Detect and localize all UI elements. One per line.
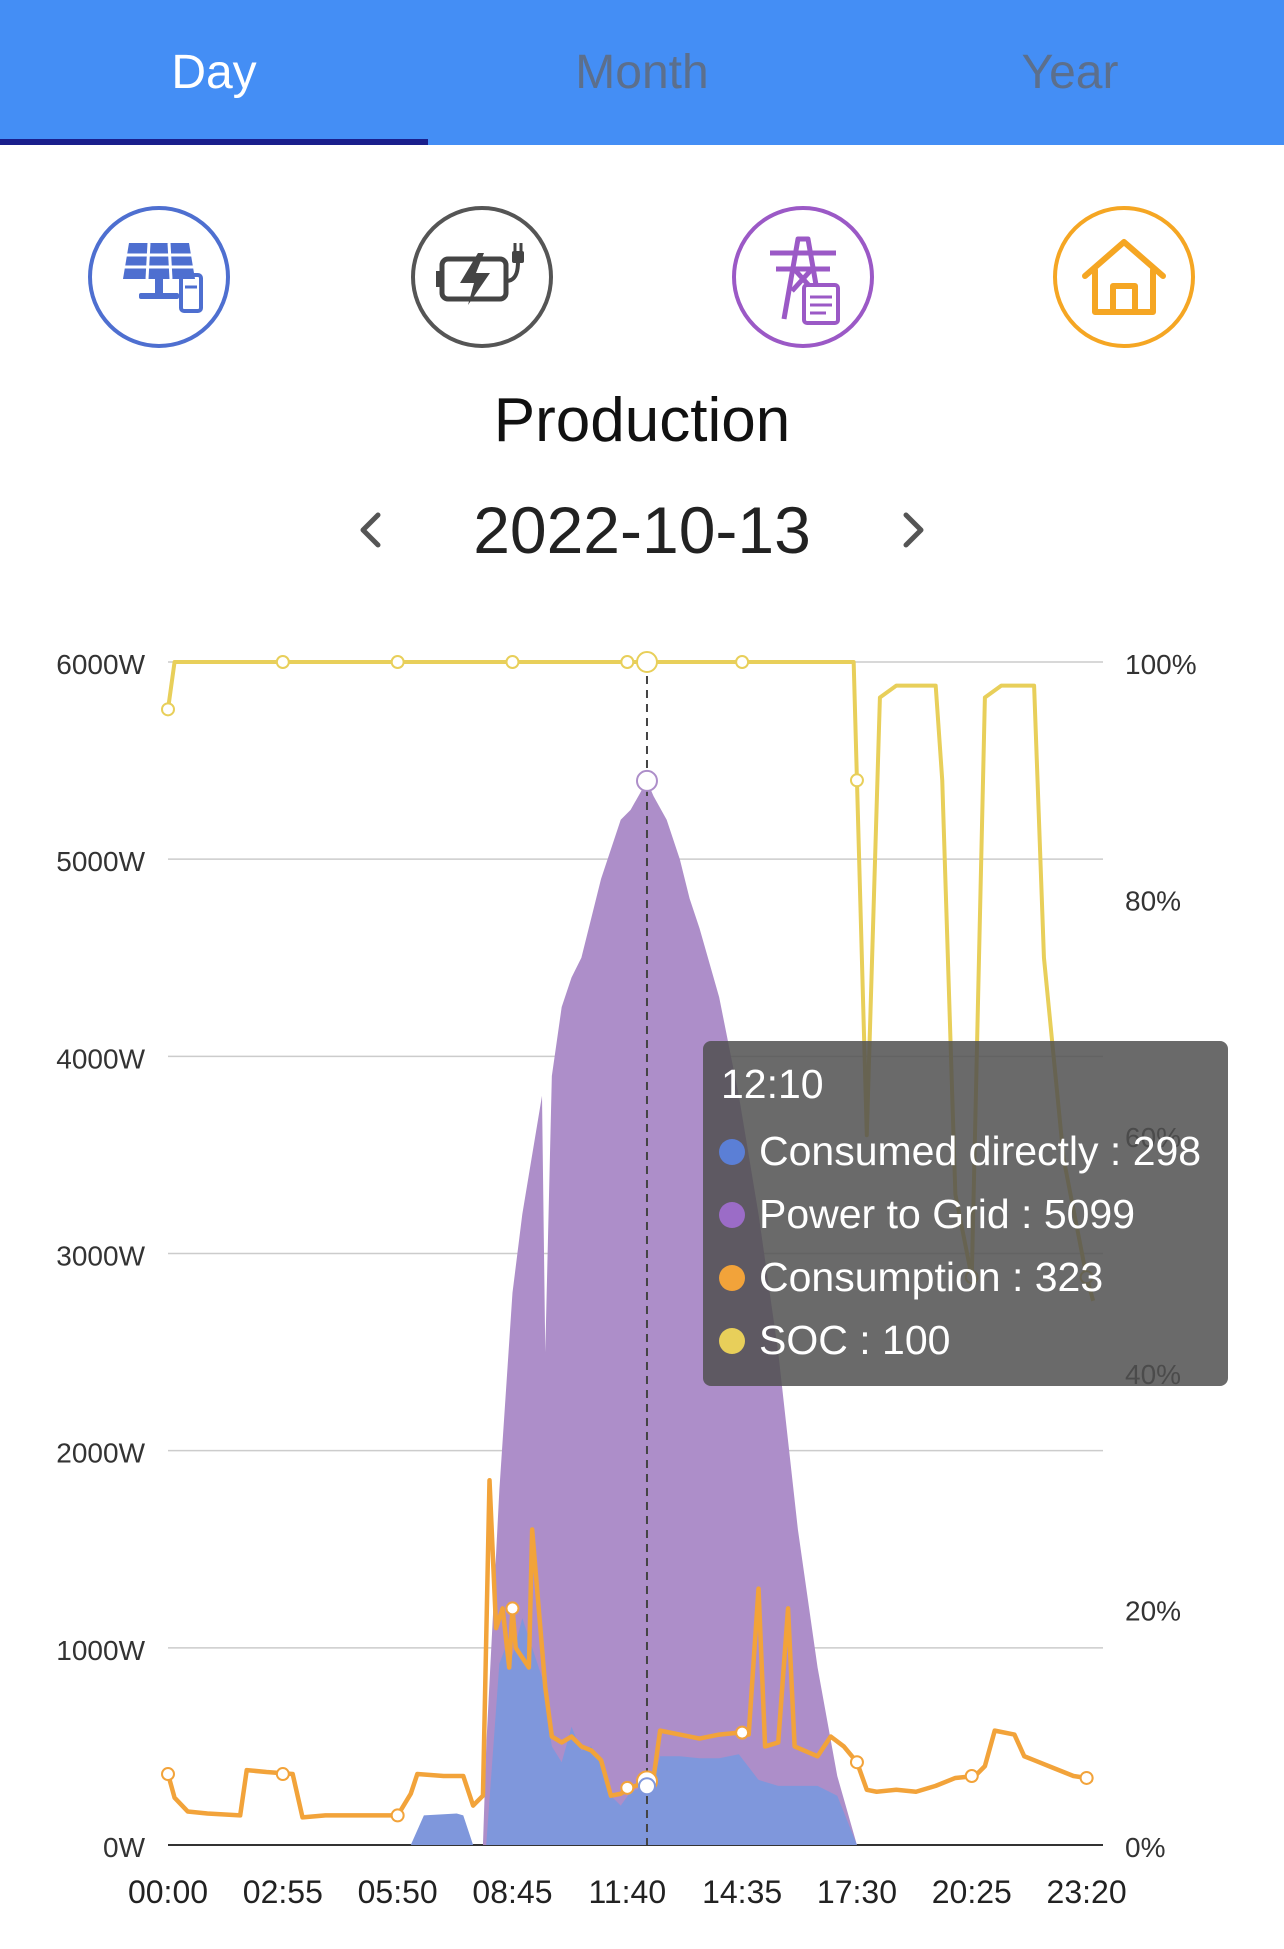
y-left-tick-label: 6000W — [56, 649, 145, 680]
tooltip-row-label: SOC : 100 — [759, 1317, 951, 1363]
series-consumption-line — [165, 1477, 1094, 1820]
soc-point-marker — [390, 655, 405, 669]
consumption-point-marker — [735, 1725, 750, 1740]
soc-highlight-marker — [635, 651, 658, 673]
x-tick-label: 17:30 — [817, 1874, 897, 1910]
tooltip-row-soc: SOC : 100 — [719, 1309, 1228, 1372]
x-tick-label: 05:50 — [358, 1874, 438, 1910]
legend-dot-icon — [719, 1327, 745, 1354]
tab-month[interactable]: Month — [575, 46, 709, 99]
x-tick-label: 14:35 — [702, 1874, 782, 1910]
y-left-tick-label: 5000W — [56, 846, 145, 877]
y-left-tick-label: 1000W — [56, 1635, 145, 1666]
x-tick-label: 20:25 — [932, 1874, 1012, 1910]
soc-point-marker — [620, 655, 635, 669]
legend-dot-icon — [719, 1138, 745, 1165]
tooltip-row-label: Consumed directly : 298 — [759, 1128, 1202, 1174]
x-tick-label: 02:55 — [243, 1874, 323, 1910]
y-left-tick-label: 4000W — [56, 1043, 145, 1074]
x-tick-label: 23:20 — [1047, 1874, 1127, 1910]
consumption-point-marker — [161, 1767, 175, 1782]
home-icon — [1082, 239, 1166, 315]
y-left-tick-label: 2000W — [56, 1438, 145, 1469]
soc-point-marker — [161, 702, 175, 717]
soc-point-marker — [849, 773, 864, 788]
chart-tooltip: 12:10 Consumed directly : 298 Power to G… — [703, 1041, 1228, 1386]
battery-button[interactable] — [411, 206, 553, 348]
date-label: 2022-10-13 — [473, 493, 811, 567]
legend-dot-icon — [719, 1264, 745, 1291]
solar-production-button[interactable] — [88, 206, 230, 348]
x-tick-label: 00:00 — [128, 1874, 208, 1910]
home-consumption-button[interactable] — [1053, 206, 1195, 348]
previous-date-chevron-left-icon[interactable] — [346, 505, 396, 555]
consumption-point-marker — [505, 1601, 520, 1616]
battery-charge-icon — [436, 243, 524, 305]
soc-point-marker — [505, 655, 520, 669]
consumed-directly-highlight-marker — [637, 1777, 656, 1796]
consumption-point-marker — [964, 1768, 979, 1783]
next-date-chevron-right-icon[interactable] — [888, 505, 938, 555]
consumption-point-marker — [390, 1808, 405, 1823]
consumption-point-marker — [849, 1755, 864, 1770]
x-tick-label: 11:40 — [588, 1874, 666, 1910]
series-consumed-directly-area — [410, 1618, 857, 1845]
tooltip-row-consumption: Consumption : 323 — [719, 1246, 1228, 1309]
y-right-tick-label: 20% — [1125, 1595, 1181, 1626]
solar-panel-icon — [123, 242, 203, 313]
consumption-point-marker — [620, 1780, 635, 1795]
series-soc-line — [166, 660, 1096, 1302]
tab-year[interactable]: Year — [1021, 46, 1119, 99]
y-right-tick-label: 0% — [1125, 1832, 1165, 1863]
grid-button[interactable] — [732, 206, 874, 348]
series-power-to-grid-area — [482, 780, 857, 1845]
tooltip-row-consumed-directly: Consumed directly : 298 — [719, 1120, 1228, 1183]
active-tab-indicator — [0, 139, 428, 145]
tooltip-row-label: Power to Grid : 5099 — [759, 1191, 1136, 1237]
x-tick-label: 08:45 — [472, 1874, 552, 1910]
tooltip-time: 12:10 — [721, 1061, 824, 1107]
y-right-tick-label: 100% — [1125, 649, 1197, 680]
tooltip-row-label: Consumption : 323 — [759, 1254, 1104, 1300]
page-title: Production — [493, 386, 791, 455]
tab-day[interactable]: Day — [171, 46, 257, 99]
soc-point-marker — [735, 655, 750, 669]
production-chart[interactable]: 0W1000W2000W3000W4000W5000W6000W0%20%40%… — [0, 620, 1284, 1949]
tab-bar: Day Month Year — [0, 0, 1284, 145]
soc-point-marker — [275, 655, 290, 669]
consumption-point-marker — [1079, 1770, 1094, 1785]
legend-dot-icon — [719, 1201, 745, 1228]
power-to-grid-highlight-marker — [635, 769, 658, 792]
tooltip-row-power-to-grid: Power to Grid : 5099 — [719, 1183, 1228, 1246]
power-grid-icon — [770, 236, 840, 325]
y-left-tick-label: 0W — [103, 1832, 146, 1863]
consumption-point-marker — [275, 1767, 290, 1782]
y-left-tick-label: 3000W — [56, 1241, 145, 1272]
y-right-tick-label: 80% — [1125, 886, 1181, 917]
